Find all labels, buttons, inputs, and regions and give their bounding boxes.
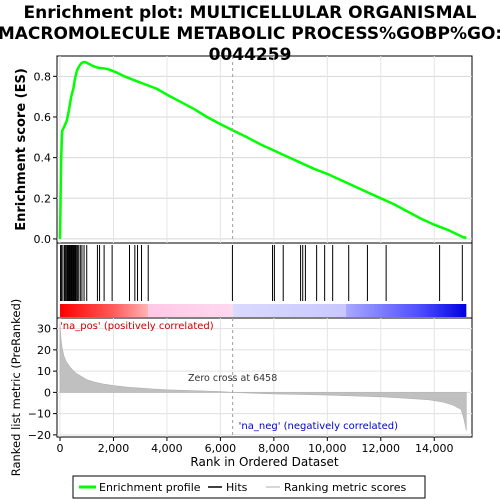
hits-markers — [60, 245, 463, 301]
rank-ytick-label: 30 — [37, 323, 51, 336]
rank-xtick-label: 4,000 — [151, 442, 183, 455]
rank-xtick-label: 12,000 — [362, 442, 401, 455]
title-line: 0044259 — [209, 45, 292, 65]
rank-ytick-label: −20 — [28, 429, 51, 442]
rank-ytick-label: 0 — [44, 386, 51, 399]
enrichment-grid — [57, 56, 472, 243]
es-axis-title: Enrichment score (ES) — [14, 68, 29, 231]
negative-correlation-label: 'na_neg' (negatively correlated) — [239, 421, 398, 432]
band-negative-strong — [346, 304, 467, 317]
legend-label-enrichment: Enrichment profile — [99, 481, 201, 494]
rank-xtick-label: 0 — [57, 442, 64, 455]
rank-axis-title: Ranked list metric (PreRanked) — [9, 299, 23, 477]
ranking-area — [59, 324, 467, 431]
ranking-panel-frame — [56, 317, 473, 438]
legend: Enrichment profile Hits Ranking metric sco… — [72, 475, 426, 499]
band-positive-weak — [148, 304, 233, 317]
rank-ytick-label: 10 — [37, 365, 51, 378]
ranking-grid — [57, 318, 472, 437]
ranking-y-axis: −20 −10 0 10 20 30 — [28, 323, 57, 442]
band-negative-weak — [232, 304, 347, 317]
rank-ytick-label: 20 — [37, 344, 51, 357]
rank-ytick-label: −10 — [28, 408, 51, 421]
es-ytick-label: 0.6 — [34, 111, 52, 124]
correlation-color-band — [60, 304, 467, 317]
enrichment-panel-frame — [56, 55, 473, 244]
rank-xtick-label: 10,000 — [308, 442, 347, 455]
rank-xtick-label: 2,000 — [98, 442, 130, 455]
enrichment-profile-line — [58, 60, 467, 240]
zero-cross-label: Zero cross at 6458 — [188, 373, 277, 384]
title-line: MACROMOLECULE METABOLIC PROCESS%GOBP%GO: — [0, 24, 500, 44]
chart-title: Enrichment plot: MULTICELLULAR ORGANISMA… — [0, 3, 500, 65]
es-ytick-label: 0.0 — [34, 233, 52, 246]
enrichment-profile — [58, 60, 467, 240]
rank-x-axis-title: Rank in Ordered Dataset — [190, 455, 338, 469]
ranking-annotations: 'na_pos' (positively correlated) Zero cro… — [60, 321, 398, 432]
enrichment-y-axis: 0.0 0.2 0.4 0.6 0.8 — [34, 70, 57, 246]
legend-box — [72, 475, 426, 499]
band-positive-strong — [60, 304, 149, 317]
ranking-x-axis: 0 2,000 4,000 6,000 8,000 10,000 12,000 14,000 — [57, 437, 454, 455]
ranking-metric-scores — [59, 56, 467, 437]
positive-correlation-label: 'na_pos' (positively correlated) — [60, 321, 214, 332]
es-ytick-label: 0.2 — [34, 192, 52, 205]
legend-label-hits: Hits — [226, 481, 248, 494]
es-ytick-label: 0.4 — [34, 152, 52, 165]
axis-titles: Enrichment score (ES) Ranked list metric … — [9, 68, 339, 476]
title-line: Enrichment plot: MULTICELLULAR ORGANISMA… — [24, 3, 477, 23]
es-ytick-label: 0.8 — [34, 70, 52, 83]
rank-xtick-label: 6,000 — [205, 442, 237, 455]
rank-xtick-label: 8,000 — [258, 442, 290, 455]
legend-label-ranking: Ranking metric scores — [284, 481, 406, 494]
rank-xtick-label: 14,000 — [415, 442, 454, 455]
